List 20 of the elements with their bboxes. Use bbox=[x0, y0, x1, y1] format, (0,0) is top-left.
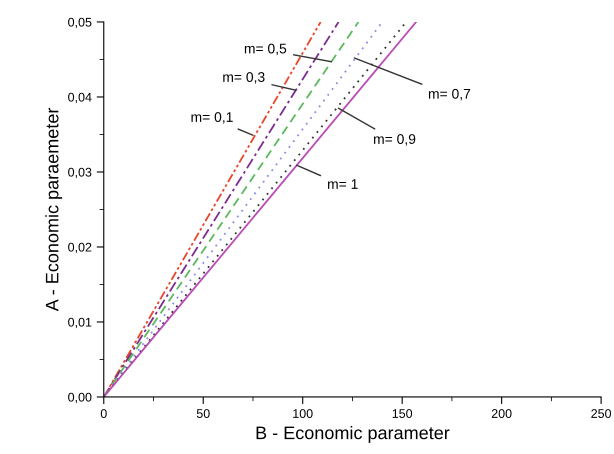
annotation: m= 0,3 bbox=[223, 72, 265, 84]
x-tick-label: 100 bbox=[293, 409, 313, 418]
y-tick-label: 0,04 bbox=[68, 92, 92, 104]
y-tick-label: 0,03 bbox=[68, 168, 92, 178]
y-tick-label: 0,00 bbox=[68, 392, 92, 404]
x-tick-label: 250 bbox=[591, 409, 612, 418]
x-tick-label: 200 bbox=[492, 409, 512, 418]
x-tick-label: 0 bbox=[100, 409, 107, 418]
y-tick-label: 0,02 bbox=[68, 242, 92, 254]
y-tick-label: 0,05 bbox=[68, 18, 92, 28]
x-axis-title: B - Economic parameter bbox=[256, 426, 450, 443]
y-axis-title: A - Economic paraemeter bbox=[45, 108, 62, 312]
annotation: m= 0,1 bbox=[191, 112, 233, 124]
annotation: m= 0,9 bbox=[374, 134, 416, 146]
annotation: m= 0,5 bbox=[244, 44, 286, 56]
y-tick-label: 0,01 bbox=[68, 318, 92, 328]
annotation: m= 0,7 bbox=[428, 88, 470, 100]
x-tick-label: 150 bbox=[392, 409, 412, 418]
annotation: m= 1 bbox=[328, 179, 358, 189]
x-tick-label: 50 bbox=[196, 409, 210, 418]
